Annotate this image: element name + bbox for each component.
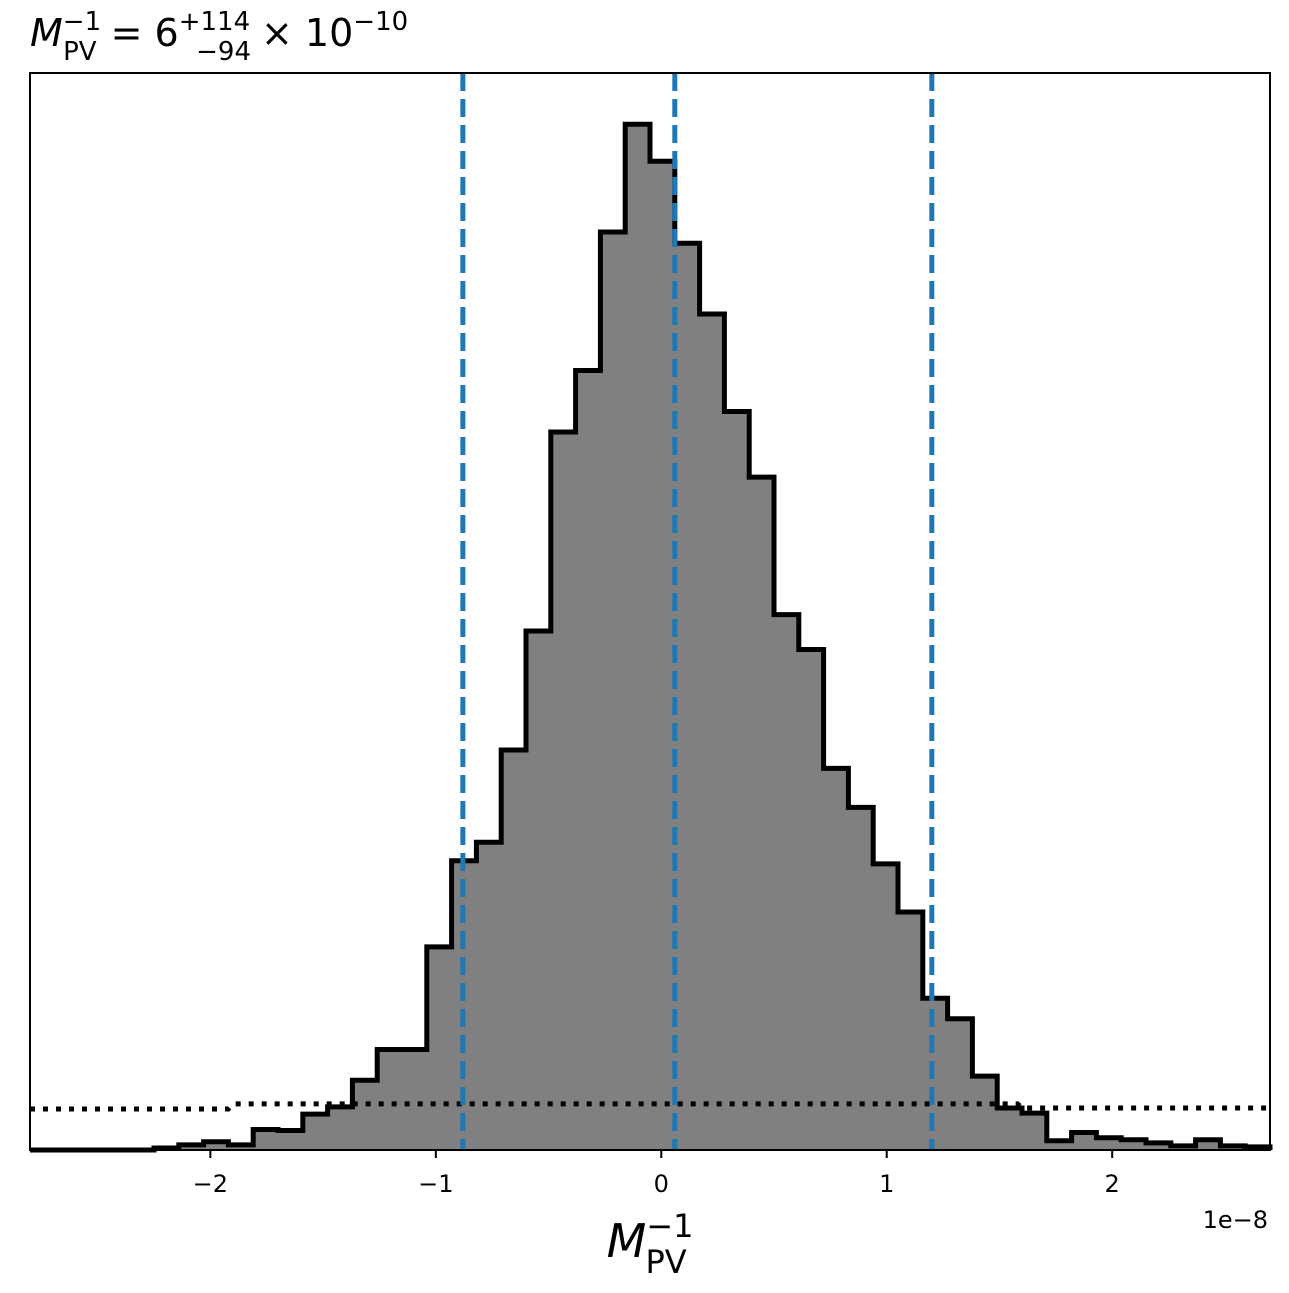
histogram-bar — [699, 314, 725, 1150]
histogram-bar — [377, 1049, 403, 1150]
histogram-bar — [550, 432, 577, 1150]
histogram-bar — [501, 749, 527, 1150]
histogram-bar — [947, 1018, 973, 1150]
histogram-bar — [476, 842, 502, 1150]
histogram-bar — [823, 768, 849, 1150]
histogram-bars — [154, 124, 1271, 1151]
histogram-bar — [997, 1107, 1023, 1150]
histogram-bar — [1022, 1113, 1048, 1150]
title-exponent: −10 — [353, 7, 408, 37]
title-symbol-sub: PV — [63, 37, 97, 67]
histogram-step-outline — [30, 121, 1273, 1153]
title-value: = 6 — [111, 11, 179, 55]
xlabel-sub: PV — [645, 1243, 686, 1281]
histogram-bar — [1195, 1139, 1221, 1150]
histogram-bar — [798, 649, 825, 1150]
histogram-bar — [922, 998, 949, 1150]
histogram-bar — [898, 912, 924, 1150]
x-axis-ticks: −2 −1 0 1 2 — [193, 1150, 1120, 1198]
histogram-bar — [1121, 1139, 1147, 1150]
histogram-bar — [625, 124, 651, 1150]
histogram-bar — [253, 1129, 279, 1150]
chart-title: M−1 PV = 6+114 −94 × 10−10 — [30, 7, 408, 67]
histogram-bar — [1046, 1140, 1073, 1150]
x-tick-label: 0 — [654, 1170, 669, 1198]
histogram-bar — [203, 1141, 229, 1150]
quantile-lines — [460, 73, 935, 1150]
histogram-bar — [674, 243, 701, 1150]
histogram-bar — [600, 231, 626, 1151]
histogram-bar — [972, 1076, 998, 1150]
title-symbol: M — [30, 11, 63, 55]
title-times: × 10 — [261, 11, 353, 55]
title-err-minus: −94 — [196, 37, 251, 67]
histogram-bar — [749, 477, 775, 1150]
xlabel-sup: −1 — [646, 1207, 693, 1245]
histogram-bar — [178, 1144, 205, 1150]
x-tick-label: −2 — [193, 1170, 228, 1198]
histogram-bar — [1096, 1137, 1122, 1150]
xlabel-symbol: M — [607, 1214, 647, 1268]
histogram-bar — [352, 1080, 378, 1150]
histogram-bar — [575, 370, 601, 1151]
histogram-bar — [402, 1049, 428, 1150]
histogram-bar — [650, 161, 676, 1150]
histogram-bar — [228, 1144, 254, 1150]
title-err-plus: +114 — [179, 7, 250, 37]
x-axis-label: M−1 PV — [607, 1207, 694, 1281]
histogram-bar — [873, 863, 899, 1150]
x-tick-label: 1 — [879, 1170, 894, 1198]
histogram-bar — [1071, 1132, 1097, 1150]
histogram-bar — [426, 946, 453, 1150]
x-tick-label: 2 — [1105, 1170, 1120, 1198]
histogram-bar — [724, 411, 750, 1150]
x-tick-label: −1 — [418, 1170, 453, 1198]
histogram-bar — [774, 614, 800, 1150]
histogram-bar — [451, 860, 477, 1150]
histogram-bar — [302, 1114, 329, 1150]
histogram-bar — [848, 807, 874, 1150]
title-symbol-sup: −1 — [63, 7, 101, 37]
histogram-bar — [278, 1130, 304, 1150]
plot-frame — [29, 72, 1271, 1151]
x-offset-label: 1e−8 — [1203, 1206, 1268, 1234]
histogram-bar — [1146, 1142, 1172, 1150]
histogram-bar — [526, 630, 552, 1150]
histogram-bar — [327, 1106, 353, 1150]
